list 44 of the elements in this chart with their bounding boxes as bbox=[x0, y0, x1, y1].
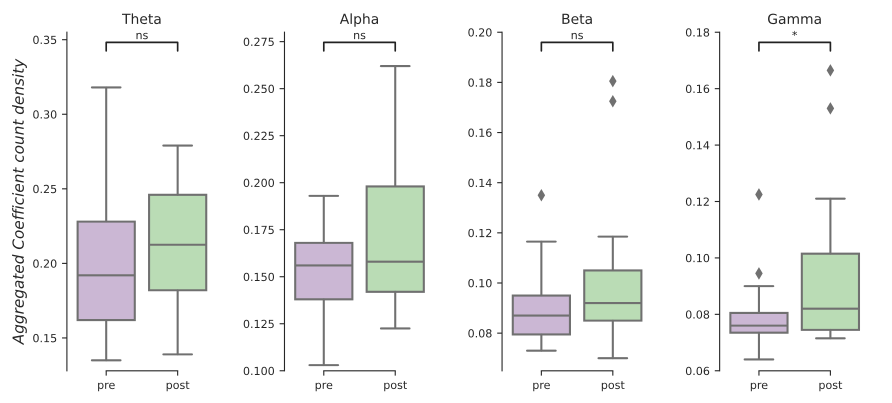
x-tick-label: post bbox=[384, 381, 407, 392]
chart-title: Gamma bbox=[768, 14, 821, 24]
y-tick-label: 0.125 bbox=[244, 320, 274, 328]
annotation: ns bbox=[354, 32, 366, 40]
y-tick-label: 0.250 bbox=[244, 84, 274, 94]
chart-title: Alpha bbox=[340, 13, 378, 27]
chart-title: Theta bbox=[122, 13, 161, 24]
x-tick-label: pre bbox=[316, 382, 332, 392]
y-tick-label: 0.25 bbox=[33, 184, 56, 194]
y-tick-label: 0.08 bbox=[686, 310, 710, 319]
y-tick-label: 0.10 bbox=[468, 278, 492, 288]
annotation: ns bbox=[136, 32, 148, 40]
y-tick-label: 0.16 bbox=[468, 128, 492, 137]
y-tick-label: 0.275 bbox=[244, 38, 274, 46]
y-tick-label: 0.20 bbox=[33, 259, 56, 268]
y-tick-label: 0.15 bbox=[33, 334, 56, 342]
y-tick-label: 0.150 bbox=[244, 272, 274, 282]
annotation: * bbox=[792, 30, 798, 36]
y-tick-label: 0.08 bbox=[468, 329, 492, 338]
x-tick-label: pre bbox=[750, 382, 768, 392]
y-tick-label: 0.100 bbox=[244, 366, 274, 376]
annotation: ns bbox=[572, 32, 583, 40]
x-tick-label: post bbox=[602, 381, 625, 392]
y-tick-label: 0.18 bbox=[468, 78, 492, 87]
x-tick-label: post bbox=[819, 381, 842, 392]
y-tick-label: 0.16 bbox=[686, 84, 710, 94]
chart-title: Beta bbox=[562, 14, 592, 24]
y-tick-label: 0.06 bbox=[686, 366, 710, 376]
y-tick-label: 0.200 bbox=[244, 178, 274, 188]
x-tick-label: pre bbox=[98, 382, 115, 392]
y-tick-label: 0.10 bbox=[686, 254, 710, 262]
x-tick-label: post bbox=[166, 381, 190, 392]
y-tick-label: 0.20 bbox=[468, 28, 492, 37]
y-axis-title: Aggregated Coefficient count density bbox=[12, 58, 27, 346]
y-tick-label: 0.12 bbox=[468, 228, 492, 238]
y-tick-label: 0.30 bbox=[33, 110, 56, 119]
y-tick-label: 0.175 bbox=[244, 226, 274, 234]
x-tick-label: pre bbox=[533, 382, 550, 392]
y-tick-label: 0.14 bbox=[468, 178, 492, 188]
y-tick-label: 0.12 bbox=[686, 197, 709, 206]
y-tick-label: 0.225 bbox=[244, 132, 274, 140]
y-tick-label: 0.18 bbox=[686, 28, 710, 37]
y-tick-label: 0.14 bbox=[686, 141, 710, 150]
y-tick-label: 0.35 bbox=[33, 36, 56, 44]
